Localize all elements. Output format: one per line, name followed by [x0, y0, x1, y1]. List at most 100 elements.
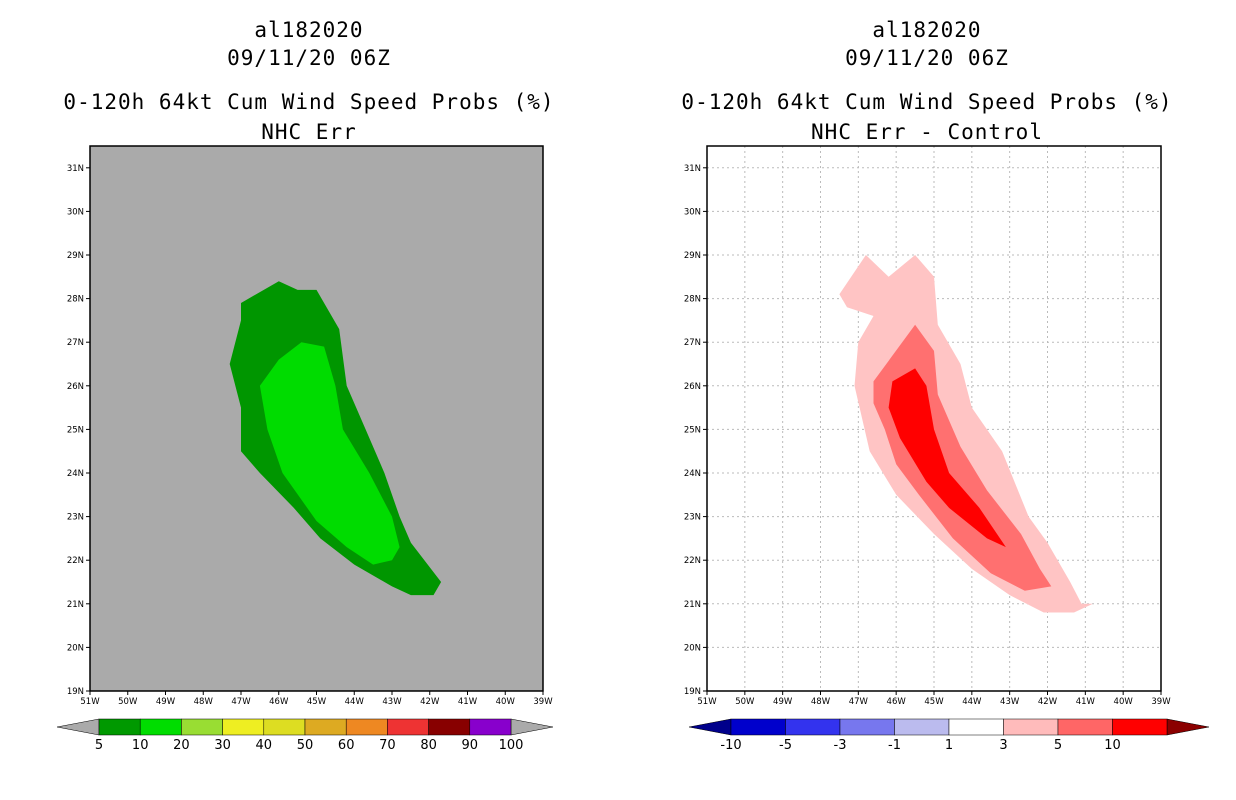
contour-10-20 — [259, 342, 400, 565]
legend-label: 30 — [214, 738, 231, 753]
legend-swatch — [263, 718, 306, 736]
y-tick-label: 27N — [684, 338, 701, 348]
legend-label: 100 — [499, 738, 524, 753]
right-storm-id: al182020 — [872, 18, 982, 42]
right-chart-title: 0-120h 64kt Cum Wind Speed Probs (%) — [681, 90, 1173, 114]
left-chart-subtitle: NHC Err — [261, 120, 357, 144]
legend-swatch — [387, 718, 429, 736]
y-tick-label: 29N — [67, 251, 84, 261]
legend-swatch — [785, 718, 841, 736]
y-tick-label: 21N — [684, 600, 701, 610]
left-chart-panel: al182020 09/11/20 06Z 0-120h 64kt Cum Wi… — [56, 18, 555, 753]
x-tick-label: 41W — [1076, 697, 1096, 707]
x-tick-label: 47W — [849, 697, 869, 707]
legend-label: -5 — [779, 738, 792, 753]
y-tick-label: 22N — [684, 556, 701, 566]
legend-label: 3 — [999, 738, 1007, 753]
legend-swatch — [469, 718, 512, 736]
y-tick-label: 31N — [67, 164, 84, 174]
x-tick-label: 48W — [811, 697, 831, 707]
legend-label: -3 — [834, 738, 847, 753]
legend-swatch — [304, 718, 347, 736]
legend-swatch — [730, 718, 786, 736]
contour-5-10 — [888, 368, 1006, 548]
legend-swatch — [345, 718, 388, 736]
x-tick-label: 44W — [962, 697, 982, 707]
x-tick-label: 39W — [1151, 697, 1171, 707]
legend-swatch — [839, 718, 895, 736]
legend-swatch — [98, 718, 141, 736]
y-tick-label: 25N — [684, 425, 701, 435]
legend-swatch — [222, 718, 265, 736]
x-tick-label: 40W — [1114, 697, 1134, 707]
legend-label: 90 — [462, 738, 479, 753]
y-tick-label: 26N — [67, 382, 84, 392]
x-tick-label: 51W — [697, 697, 717, 707]
x-tick-label: 40W — [496, 697, 516, 707]
y-tick-label: 28N — [67, 295, 84, 305]
y-tick-label: 21N — [67, 600, 84, 610]
y-tick-label: 28N — [684, 295, 701, 305]
legend-swatch — [139, 718, 182, 736]
legend-swatch — [1003, 718, 1059, 736]
left-storm-id: al182020 — [254, 18, 364, 42]
legend-arrow-left — [56, 718, 100, 736]
legend-label: 5 — [95, 738, 103, 753]
left-datetime: 09/11/20 06Z — [227, 46, 391, 70]
y-tick-label: 30N — [684, 207, 701, 217]
y-tick-label: 23N — [684, 513, 701, 523]
legend-swatch — [1112, 718, 1168, 736]
x-tick-label: 39W — [533, 697, 553, 707]
legend-label: 20 — [173, 738, 190, 753]
y-tick-label: 19N — [67, 687, 84, 697]
y-tick-label: 19N — [684, 687, 701, 697]
x-tick-label: 46W — [887, 697, 907, 707]
legend-label: 40 — [256, 738, 273, 753]
x-tick-label: 50W — [735, 697, 755, 707]
right-chart: 51W 50W 49W 48W 47W 46W 45W 44W 43W 42W 41W 40W 39W 1… — [684, 145, 1210, 753]
legend-arrow-right — [510, 718, 554, 736]
x-tick-label: 48W — [194, 697, 214, 707]
legend-label: 10 — [1104, 738, 1121, 753]
left-chart-title: 0-120h 64kt Cum Wind Speed Probs (%) — [63, 90, 555, 114]
legend-swatch — [948, 718, 1004, 736]
right-chart-subtitle: NHC Err - Control — [811, 120, 1043, 144]
x-tick-label: 51W — [80, 697, 100, 707]
legend-label: 5 — [1054, 738, 1062, 753]
legend-swatch — [428, 718, 471, 736]
x-tick-label: 49W — [773, 697, 793, 707]
x-tick-label: 45W — [307, 697, 327, 707]
legend-label: -10 — [720, 738, 741, 753]
legend-label: 1 — [945, 738, 953, 753]
y-tick-label: 31N — [684, 164, 701, 174]
right-chart-panel: al182020 09/11/20 06Z 0-120h 64kt Cum Wi… — [618, 0, 1236, 800]
legend-label: 80 — [420, 738, 437, 753]
x-tick-label: 45W — [924, 697, 944, 707]
x-tick-label: 46W — [269, 697, 289, 707]
y-tick-label: 24N — [684, 469, 701, 479]
y-tick-label: 29N — [684, 251, 701, 261]
y-tick-label: 30N — [67, 207, 84, 217]
legend-swatch — [894, 718, 950, 736]
y-tick-label: 20N — [67, 643, 84, 653]
legend-label: 60 — [338, 738, 355, 753]
y-tick-label: 23N — [67, 513, 84, 523]
legend-label: 50 — [297, 738, 314, 753]
legend-swatch — [181, 718, 223, 736]
y-tick-label: 26N — [684, 382, 701, 392]
y-tick-label: 27N — [67, 338, 84, 348]
right-datetime: 09/11/20 06Z — [845, 46, 1009, 70]
legend-label: 10 — [132, 738, 149, 753]
legend-swatch — [1057, 718, 1113, 736]
y-tick-label: 24N — [67, 469, 84, 479]
legend-arrow-right — [1166, 718, 1210, 736]
x-tick-label: 43W — [382, 697, 402, 707]
x-tick-label: 47W — [231, 697, 251, 707]
x-tick-label: 42W — [1038, 697, 1058, 707]
x-tick-label: 43W — [1000, 697, 1020, 707]
legend-label: 70 — [379, 738, 396, 753]
x-tick-label: 50W — [118, 697, 138, 707]
legend-label: -1 — [888, 738, 901, 753]
x-tick-label: 44W — [345, 697, 365, 707]
legend-arrow-left — [688, 718, 732, 736]
